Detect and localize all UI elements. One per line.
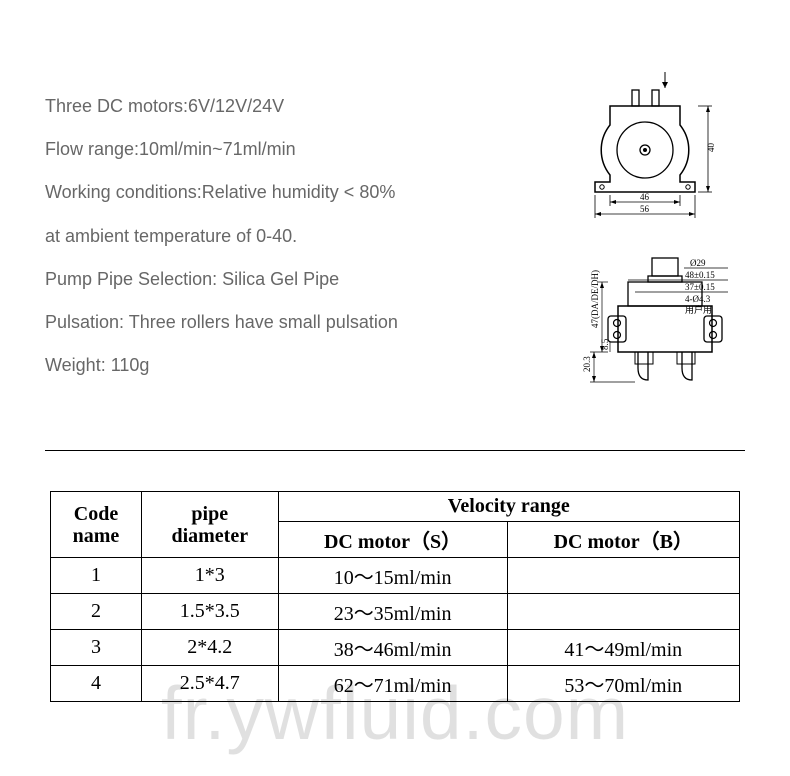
- dim-h2: 8.5: [600, 338, 610, 350]
- cell-b: [507, 594, 739, 630]
- dim-width-outer: 56: [640, 204, 650, 214]
- cell-b: 41～49ml/min: [507, 630, 739, 666]
- dim-d4: 4-Ø4.3: [685, 294, 711, 304]
- cell-s: 38～46ml/min: [278, 630, 507, 666]
- spec-line-2: Flow range:10ml/min~71ml/min: [45, 128, 580, 171]
- cell-code: 2: [51, 594, 142, 630]
- spec-line-1: Three DC motors:6V/12V/24V: [45, 85, 580, 128]
- th-velocity-range: Velocity range: [278, 492, 739, 522]
- cell-s: 23～35ml/min: [278, 594, 507, 630]
- dim-d2: 48±0.15: [685, 270, 715, 280]
- cell-b: 53～70ml/min: [507, 666, 739, 702]
- spec-line-6: Pulsation: Three rollers have small puls…: [45, 301, 580, 344]
- top-view-diagram: 40 46 56: [580, 70, 740, 220]
- dim-height: 40: [706, 143, 716, 153]
- velocity-table: Code name pipe diameter Velocity range D…: [50, 491, 740, 702]
- spec-text-block: Three DC motors:6V/12V/24V Flow range:10…: [45, 40, 580, 420]
- spec-line-4: at ambient temperature of 0-40.: [45, 215, 580, 258]
- spec-line-7: Weight: 110g: [45, 344, 580, 387]
- table-row: 4 2.5*4.7 62～71ml/min 53～70ml/min: [51, 666, 740, 702]
- th-dc-s: DC motor（S）: [278, 522, 507, 558]
- dim-width-inner: 46: [640, 192, 650, 202]
- dim-d3: 37±0.15: [685, 282, 715, 292]
- dim-d1: Ø29: [690, 258, 706, 268]
- table-row: 1 1*3 10～15ml/min: [51, 558, 740, 594]
- cell-code: 4: [51, 666, 142, 702]
- cell-s: 62～71ml/min: [278, 666, 507, 702]
- th-dc-b: DC motor（B）: [507, 522, 739, 558]
- cell-b: [507, 558, 739, 594]
- cell-code: 1: [51, 558, 142, 594]
- th-pipe-diameter: pipe diameter: [141, 492, 278, 558]
- table-row: 2 1.5*3.5 23～35ml/min: [51, 594, 740, 630]
- cell-pipe: 2.5*4.7: [141, 666, 278, 702]
- dim-h3: 20.3: [582, 356, 592, 372]
- spec-line-3: Working conditions:Relative humidity < 8…: [45, 171, 580, 214]
- section-divider: [45, 450, 745, 451]
- front-view-diagram: Ø29 48±0.15 37±0.15 4-Ø4.3 用户用: [580, 250, 740, 420]
- dim-h1: 47(DA/DE/DH): [590, 270, 600, 328]
- table-row: 3 2*4.2 38～46ml/min 41～49ml/min: [51, 630, 740, 666]
- spec-line-5: Pump Pipe Selection: Silica Gel Pipe: [45, 258, 580, 301]
- cell-s: 10～15ml/min: [278, 558, 507, 594]
- cell-pipe: 2*4.2: [141, 630, 278, 666]
- cell-pipe: 1.5*3.5: [141, 594, 278, 630]
- cell-code: 3: [51, 630, 142, 666]
- cell-pipe: 1*3: [141, 558, 278, 594]
- th-code-name: Code name: [51, 492, 142, 558]
